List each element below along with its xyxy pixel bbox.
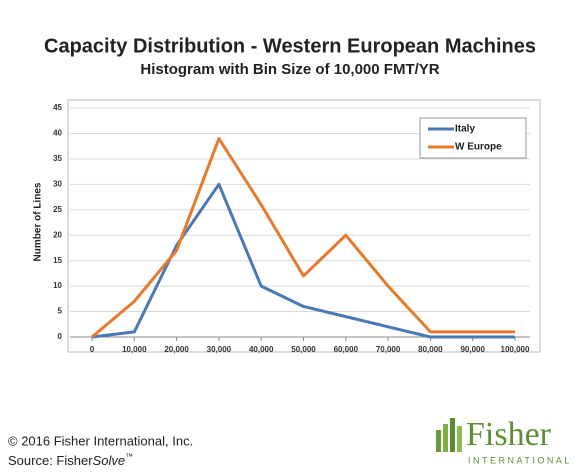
source-product: Solve xyxy=(93,453,126,468)
logo-icon xyxy=(436,418,462,452)
logo-name: Fisher xyxy=(466,416,552,453)
x-tick-label: 100,000 xyxy=(501,345,530,354)
x-tick-label: 50,000 xyxy=(291,345,316,354)
trademark: ™ xyxy=(125,452,133,461)
x-tick-label: 70,000 xyxy=(376,345,401,354)
y-tick-label: 30 xyxy=(53,179,62,188)
series-line xyxy=(91,137,515,339)
x-tick-label: 10,000 xyxy=(122,345,147,354)
legend-label: Italy xyxy=(455,124,475,135)
logo-subtitle: INTERNATIONAL xyxy=(468,455,572,465)
series-line xyxy=(91,182,515,339)
x-tick-label: 60,000 xyxy=(334,345,359,354)
x-tick-label: 40,000 xyxy=(249,345,274,354)
copyright: © 2016 Fisher International, Inc. xyxy=(8,433,193,448)
legend-label: W Europe xyxy=(455,142,502,153)
y-tick-label: 40 xyxy=(53,129,62,138)
chart-title: Capacity Distribution - Western European… xyxy=(44,35,536,57)
y-tick-label: 45 xyxy=(53,103,62,112)
y-tick-label: 5 xyxy=(58,307,63,316)
y-tick-label: 35 xyxy=(53,154,62,163)
source: Source: FisherSolve™ xyxy=(8,452,133,468)
y-tick-label: 0 xyxy=(58,332,63,341)
x-tick-label: 90,000 xyxy=(460,345,485,354)
y-tick-label: 25 xyxy=(53,205,62,214)
y-axis-label: Number of Lines xyxy=(33,182,44,261)
y-tick-label: 15 xyxy=(53,256,62,265)
x-tick-label: 0 xyxy=(90,345,95,354)
x-tick-label: 20,000 xyxy=(164,345,189,354)
x-tick-label: 30,000 xyxy=(207,345,232,354)
y-tick-label: 20 xyxy=(53,230,62,239)
x-tick-label: 80,000 xyxy=(418,345,443,354)
legend-box xyxy=(419,117,527,159)
chart-subtitle: Histogram with Bin Size of 10,000 FMT/YR xyxy=(140,61,439,78)
source-text: Source: Fisher xyxy=(8,453,93,468)
y-tick-label: 10 xyxy=(53,281,62,290)
plot-frame xyxy=(67,99,541,353)
